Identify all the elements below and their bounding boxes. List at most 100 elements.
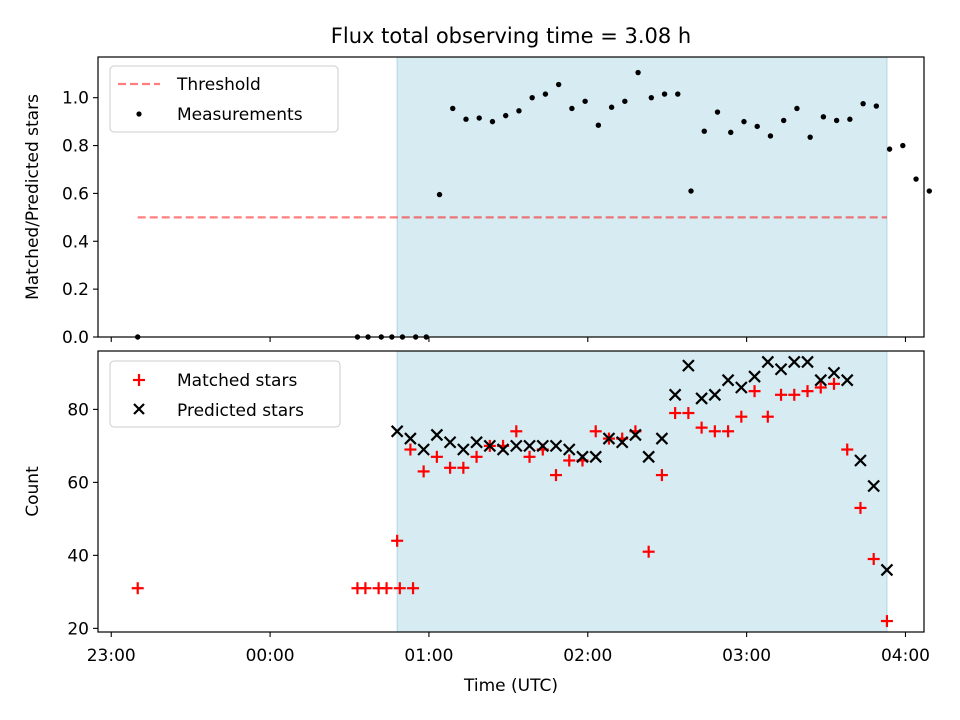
predicted-star-point bbox=[562, 443, 576, 456]
measurement-point bbox=[741, 118, 747, 125]
matched-star-point bbox=[359, 582, 372, 595]
matched-star-point bbox=[589, 425, 602, 438]
predicted-star-point bbox=[549, 439, 563, 453]
matched-star-point bbox=[708, 425, 721, 438]
matched-star-point bbox=[391, 534, 404, 547]
measurement-point bbox=[794, 105, 800, 112]
predicted-star-point bbox=[602, 432, 616, 445]
bottom-frame bbox=[97, 350, 925, 633]
matched-star-point bbox=[655, 469, 668, 482]
predicted-star-point bbox=[761, 355, 775, 369]
measurement-point bbox=[582, 98, 588, 104]
measurement-point bbox=[780, 117, 787, 124]
matched-star-point bbox=[404, 443, 417, 456]
measurement-point bbox=[728, 129, 734, 136]
bottom-y-axis-label: Count bbox=[23, 466, 43, 517]
measurement-point bbox=[436, 191, 443, 198]
measurement-point bbox=[886, 146, 893, 152]
bottom-x-tick-label: 03:00 bbox=[722, 646, 771, 666]
matched-star-point bbox=[695, 421, 708, 434]
predicted-star-point bbox=[655, 432, 669, 445]
predicted-star-point bbox=[708, 388, 722, 402]
predicted-star-point bbox=[787, 355, 801, 369]
legend-measurements-swatch bbox=[136, 111, 142, 117]
matched-star-point bbox=[735, 410, 748, 423]
predicted-star-point bbox=[695, 392, 708, 405]
matched-star-point bbox=[761, 410, 774, 423]
matched-star-point bbox=[131, 582, 144, 595]
matched-star-point bbox=[814, 381, 827, 394]
predicted-star-point bbox=[867, 479, 880, 493]
matched-star-point bbox=[841, 443, 854, 456]
bottom-legend-box bbox=[109, 360, 341, 428]
measurement-point bbox=[860, 100, 866, 107]
matched-star-point bbox=[642, 545, 655, 558]
predicted-star-point bbox=[682, 359, 695, 372]
matched-star-point bbox=[827, 377, 840, 390]
bottom-panel: 23:00 00:00 01:00 02:00 03:00 04:00 20 40 60 80 C… bbox=[23, 350, 930, 666]
measurement-point bbox=[608, 104, 615, 110]
measurement-point bbox=[476, 115, 482, 121]
matched-star-point bbox=[470, 450, 483, 463]
predicted-star-point bbox=[801, 355, 814, 369]
predicted-star-point bbox=[642, 450, 655, 464]
measurement-point bbox=[926, 188, 932, 194]
legend-predicted-swatch bbox=[133, 403, 145, 415]
measurement-point bbox=[688, 188, 694, 194]
measurement-point bbox=[913, 176, 919, 182]
top-y-tick-label: 0.4 bbox=[62, 232, 89, 252]
bottom-x-tick-label: 00:00 bbox=[246, 646, 295, 666]
measurement-point bbox=[820, 114, 827, 120]
matched-star-point bbox=[867, 553, 880, 566]
measurement-point bbox=[701, 128, 707, 134]
top-y-tick-label: 0.8 bbox=[62, 137, 89, 157]
predicted-star-point bbox=[470, 435, 483, 449]
measurement-point bbox=[569, 105, 575, 112]
bottom-y-tick-label: 60 bbox=[67, 473, 89, 493]
predicted-star-point bbox=[589, 450, 602, 464]
matched-star-point bbox=[407, 582, 420, 595]
matched-star-point bbox=[788, 388, 801, 401]
predicted-star-point bbox=[457, 443, 470, 456]
predicted-star-point bbox=[483, 439, 497, 453]
measurement-point bbox=[767, 133, 774, 139]
measurement-point bbox=[463, 116, 469, 122]
top-legend: Threshold Measurements bbox=[109, 65, 339, 133]
predicted-star-point bbox=[615, 435, 629, 449]
measurement-point bbox=[714, 109, 721, 115]
bottom-x-tick-label: 04:00 bbox=[881, 646, 930, 666]
measurement-point bbox=[900, 142, 906, 149]
top-y-tick-label: 1.0 bbox=[62, 89, 89, 109]
measurement-point bbox=[622, 98, 628, 104]
predicted-star-point bbox=[496, 443, 510, 456]
measurement-point bbox=[529, 94, 535, 101]
legend-measurements-label: Measurements bbox=[177, 105, 303, 125]
measurement-point bbox=[873, 103, 880, 109]
measurement-point bbox=[542, 91, 549, 97]
legend-threshold-label: Threshold bbox=[176, 75, 261, 95]
matched-star-point bbox=[748, 385, 761, 398]
measurement-point bbox=[450, 105, 456, 112]
matched-star-point bbox=[523, 450, 536, 463]
matched-star-point bbox=[444, 461, 457, 474]
top-panel-shaded-interval bbox=[396, 56, 888, 338]
predicted-star-point bbox=[443, 435, 457, 449]
predicted-star-point bbox=[404, 432, 417, 445]
predicted-star-point bbox=[576, 450, 589, 464]
matched-star-point bbox=[854, 501, 867, 514]
matched-star-point bbox=[393, 582, 406, 595]
bottom-x-tick-label: 02:00 bbox=[563, 646, 612, 666]
predicted-star-point bbox=[774, 362, 788, 376]
predicted-star-point bbox=[827, 366, 841, 380]
matched-star-point bbox=[550, 469, 563, 482]
predicted-star-point bbox=[629, 428, 642, 442]
top-panel: 0.0 0.2 0.4 0.6 0.8 1.0 Matched/Predicted sta… bbox=[23, 56, 932, 348]
bottom-legend: Matched stars Predicted stars bbox=[109, 360, 341, 428]
legend-matched-swatch bbox=[133, 374, 145, 386]
bottom-x-tick-label: 23:00 bbox=[87, 646, 136, 666]
measurement-point bbox=[675, 91, 681, 97]
predicted-star-point bbox=[880, 563, 894, 577]
measurement-point bbox=[847, 116, 853, 122]
measurement-point bbox=[833, 117, 840, 124]
predicted-star-point bbox=[523, 439, 536, 453]
